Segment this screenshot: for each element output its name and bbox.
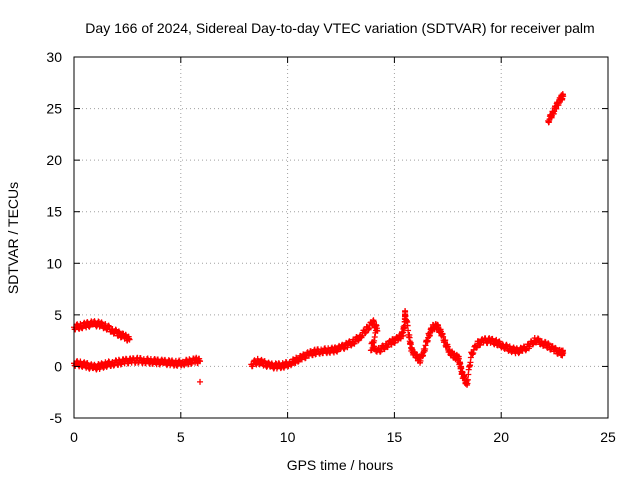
y-tick-label: -5 [50,410,63,426]
y-tick-label: 20 [46,152,62,168]
series-late-high [545,91,567,126]
data-point [560,93,567,100]
data-point [459,369,466,376]
x-tick-label: 25 [600,429,616,445]
x-tick-label: 5 [177,429,185,445]
x-axis-label: GPS time / hours [287,457,394,473]
y-tick-label: 15 [46,204,62,220]
data-point [197,358,204,365]
y-tick-label: 30 [46,49,62,65]
chart-title: Day 166 of 2024, Sidereal Day-to-day VTE… [85,20,594,36]
data-point [126,336,133,343]
series-outlier [197,378,204,385]
y-tick-label: 0 [54,358,62,374]
data-point [442,337,449,344]
data-point [553,105,560,112]
y-tick-label: 10 [46,255,62,271]
data-point [560,350,567,357]
x-tick-label: 15 [387,429,403,445]
y-axis-label: SDTVAR / TECUs [5,182,21,294]
data-points [71,91,567,388]
series-mid-day [248,307,567,388]
axis-ticks: 0 5 10 15 20 25 -5 0 5 10 15 20 25 30 [46,49,616,445]
y-tick-label: 5 [54,307,62,323]
x-tick-label: 0 [70,429,78,445]
y-tick-label: 25 [46,101,62,117]
grid-lines [74,57,608,418]
plot-frame [73,56,609,419]
series-baseline-early [71,354,204,373]
x-tick-label: 20 [493,429,509,445]
data-point [467,354,474,361]
series-upper-arc-early [71,318,133,344]
data-point [197,378,204,385]
data-point [464,376,471,383]
x-tick-label: 10 [280,429,296,445]
